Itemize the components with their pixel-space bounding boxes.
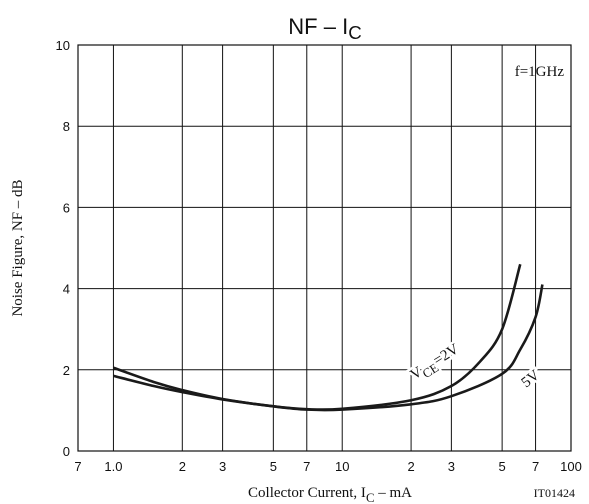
line-series (113, 284, 544, 412)
subscript: C (348, 22, 362, 43)
y-tick-label: 10 (56, 38, 70, 53)
line-series (113, 263, 522, 411)
label: 5V (519, 367, 543, 391)
x-tick-label: 3 (219, 459, 226, 474)
y-tick-label: 8 (63, 119, 70, 134)
label: VCE=2V (408, 341, 464, 387)
y-tick-label: 4 (63, 282, 70, 297)
label: NF – IC (288, 14, 361, 43)
x-tick-label: 7 (303, 459, 310, 474)
x-tick-label: 10 (335, 459, 349, 474)
label-part: – mA (374, 485, 412, 501)
y-tick-label: 6 (63, 200, 70, 215)
x-tick-label: 5 (499, 459, 506, 474)
subscript: C (366, 491, 375, 504)
x-tick-label: 5 (270, 459, 277, 474)
x-tick-label: 100 (560, 459, 582, 474)
label-part: NF – I (288, 14, 348, 39)
x-tick-label: 3 (448, 459, 455, 474)
x-tick-label: 1.0 (104, 459, 122, 474)
x-tick-label: 7 (532, 459, 539, 474)
x-tick-label: 2 (179, 459, 186, 474)
annotation: IT01424 (534, 486, 575, 500)
x-tick-label: 2 (407, 459, 414, 474)
label-part: 5V (519, 367, 543, 391)
label-part: Collector Current, I (248, 485, 366, 501)
y-axis-label: Noise Figure, NF – dB (10, 179, 26, 316)
x-tick-label: 7 (74, 459, 81, 474)
label: Collector Current, IC – mA (248, 485, 412, 504)
y-tick-label: 0 (63, 444, 70, 459)
plot-frame (77, 44, 572, 452)
annotation: f=1GHz (515, 64, 565, 80)
y-tick-label: 2 (63, 363, 70, 378)
